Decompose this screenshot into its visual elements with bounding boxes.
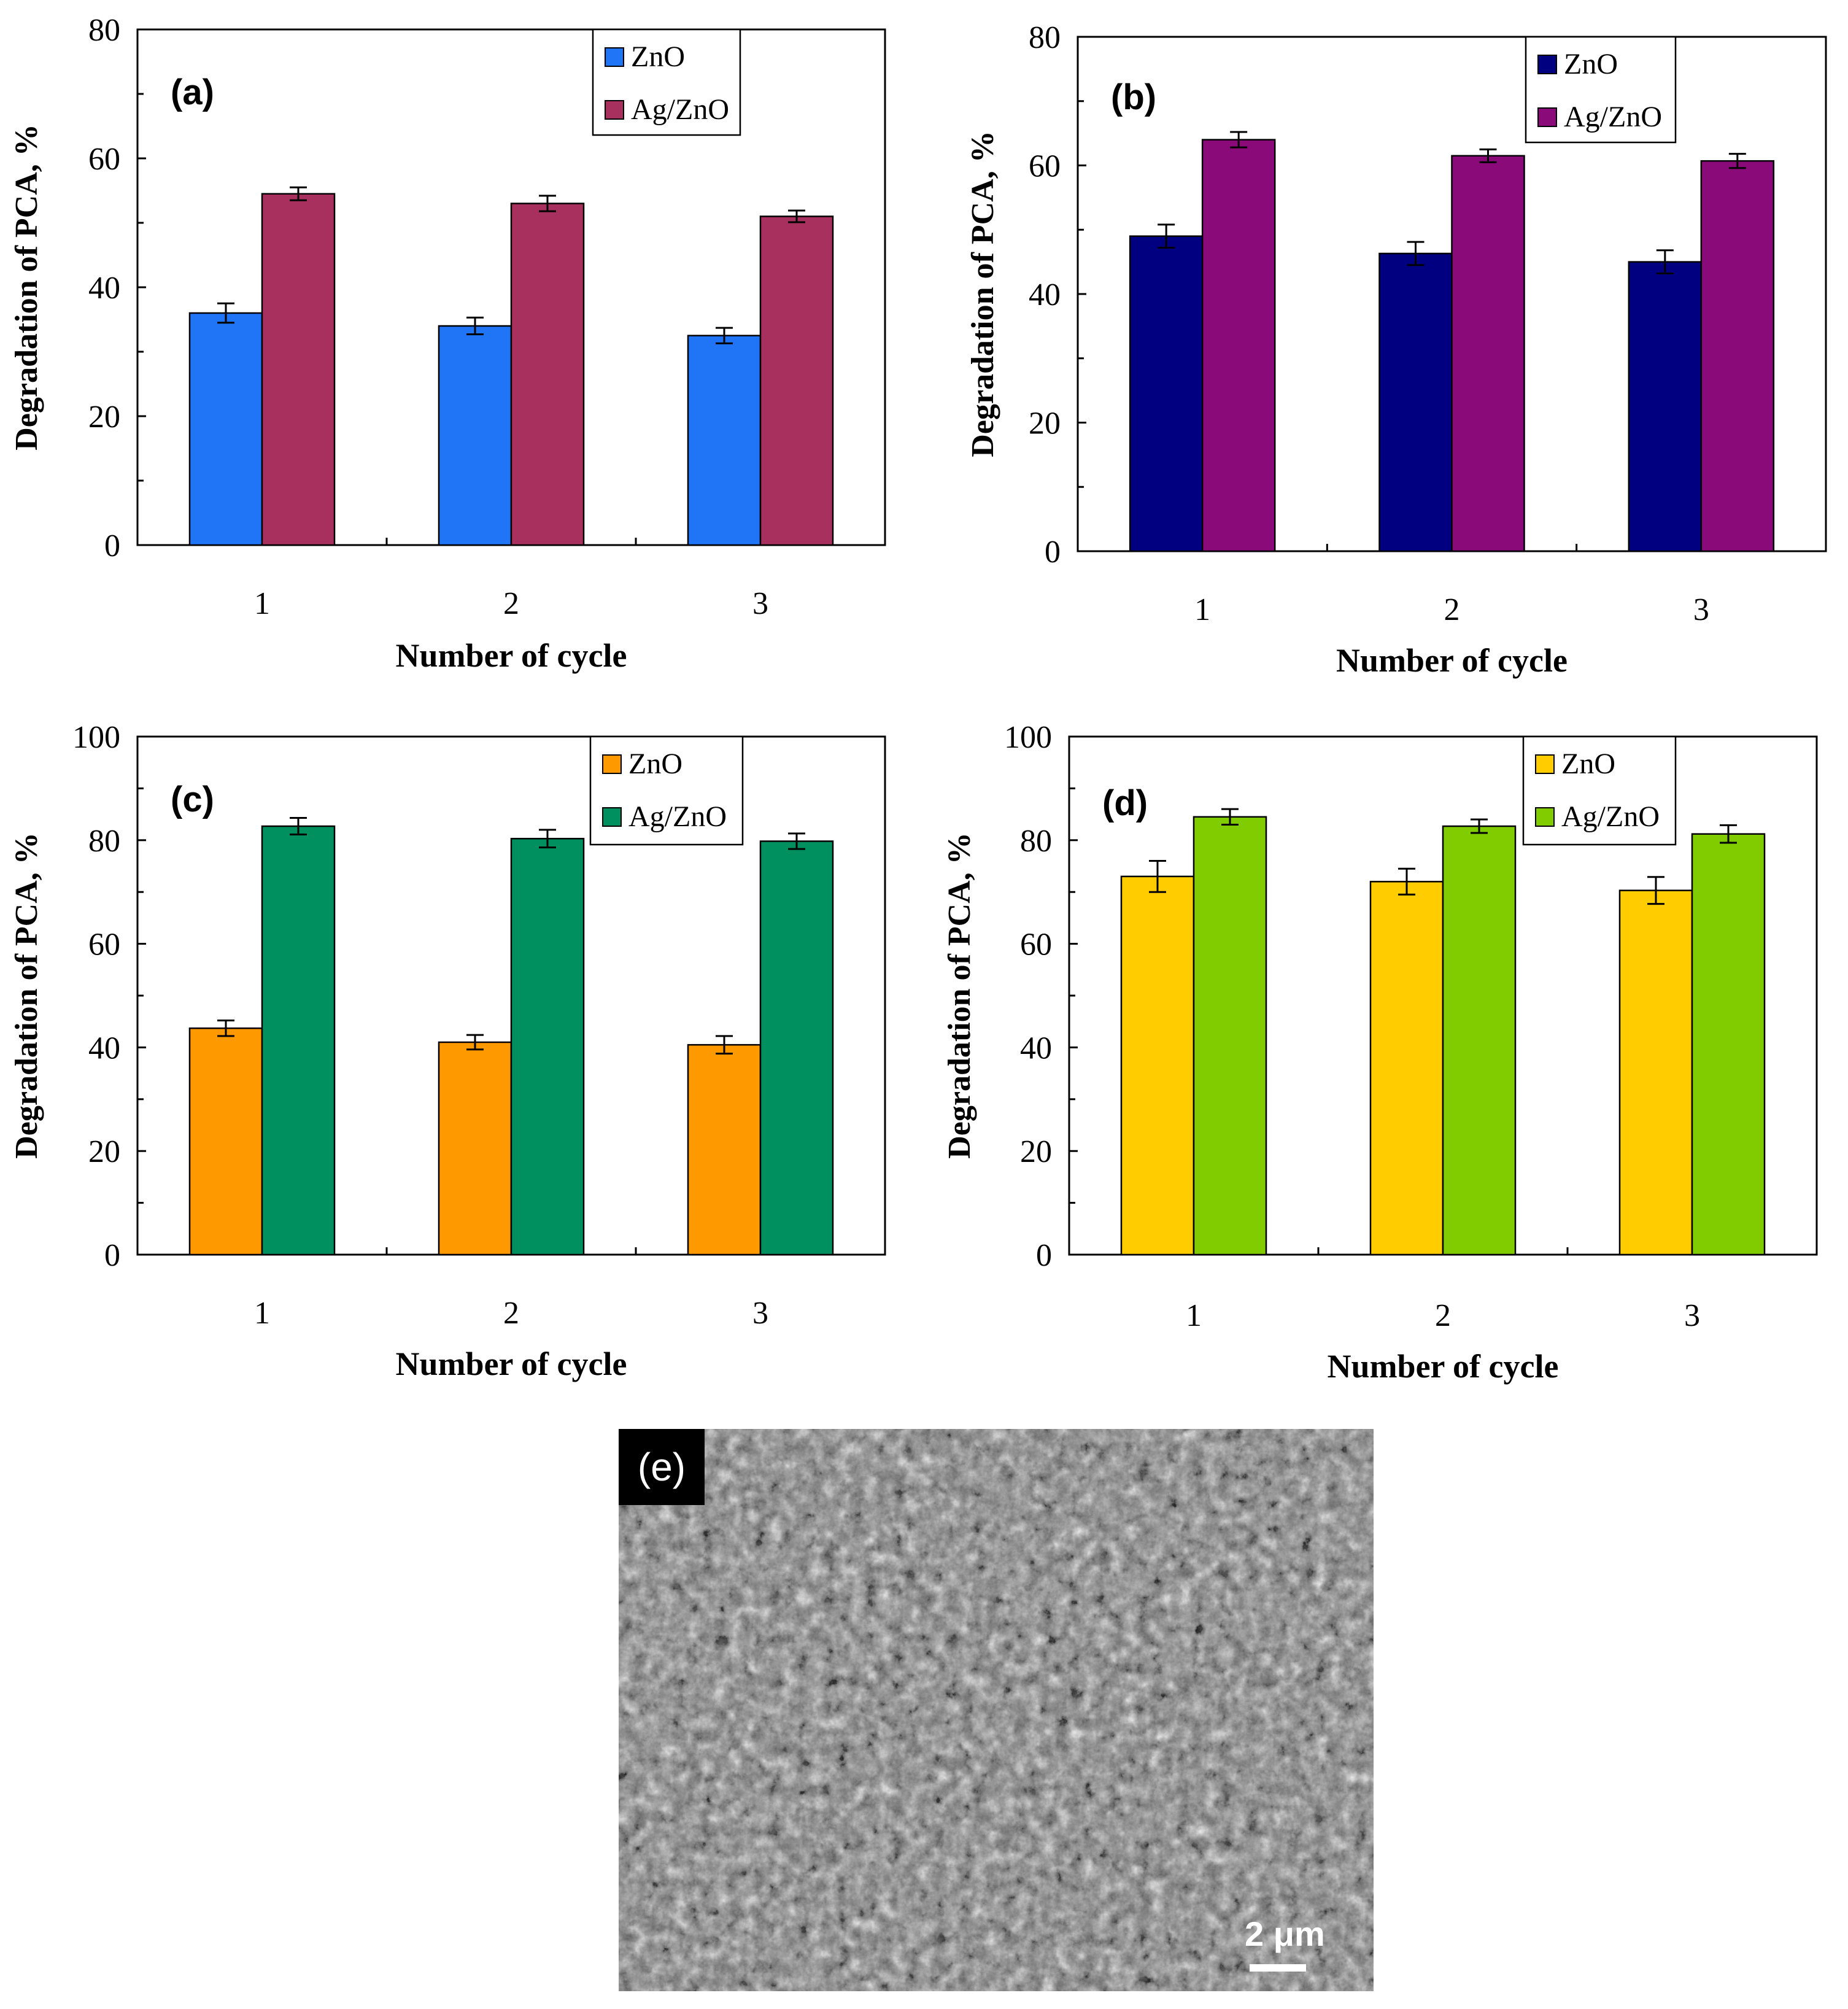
chart-a-y-tick-label: 40 [88, 271, 120, 306]
chart-c-x-tick-label: 1 [254, 1296, 270, 1331]
chart-c-legend-swatch [602, 754, 622, 774]
chart-a-bar-ag-zno [261, 193, 336, 546]
chart-c-bar-ag-zno [261, 825, 336, 1256]
chart-b-x-axis-title: Number of cycle [1336, 642, 1568, 679]
chart-a-x-tick-label: 2 [503, 586, 519, 621]
chart-b-y-tick-label: 40 [1029, 277, 1061, 312]
chart-b-y-tick-label: 0 [1045, 535, 1061, 570]
chart-d-x-tick-label: 3 [1684, 1298, 1700, 1333]
chart-d-x-axis-title: Number of cycle [1328, 1348, 1559, 1385]
chart-c-x-axis-title: Number of cycle [396, 1345, 627, 1382]
chart-c-bar-zno [687, 1043, 762, 1256]
chart-a-x-tick-label: 1 [254, 586, 270, 621]
chart-d-bar-zno [1120, 875, 1195, 1256]
chart-c-y-tick-label: 100 [72, 720, 120, 755]
chart-c-legend-label: Ag/ZnO [628, 800, 727, 833]
chart-a-legend-swatch [605, 100, 624, 120]
chart-b-y-axis-title: Degradation of PCA, % [965, 131, 1000, 457]
chart-c-legend-label: ZnO [628, 748, 682, 780]
chart-a-bar-ag-zno [510, 203, 585, 546]
chart-d-x-tick-label: 2 [1435, 1298, 1451, 1333]
chart-b-bar-zno [1129, 235, 1204, 552]
chart-c-bar-zno [438, 1041, 512, 1256]
chart-d-y-axis-title: Degradation of PCA, % [942, 832, 977, 1159]
scale-bar [1250, 1964, 1306, 1972]
chart-d-y-tick-label: 40 [1020, 1031, 1052, 1066]
chart-b-bar-ag-zno [1451, 155, 1525, 552]
chart-a-bar-zno [438, 325, 512, 546]
chart-b-x-tick-label: 2 [1444, 592, 1460, 627]
chart-a-legend-swatch [605, 47, 624, 67]
chart-c-y-axis-title: Degradation of PCA, % [9, 832, 44, 1159]
chart-a-y-tick-label: 60 [88, 142, 120, 177]
chart-d-y-tick-label: 0 [1036, 1238, 1052, 1273]
chart-c-y-tick-label: 80 [88, 824, 120, 859]
chart-d-legend-label: ZnO [1561, 748, 1615, 780]
chart-d-bar-zno [1369, 881, 1444, 1256]
chart-b-panel-label: (b) [1111, 77, 1156, 117]
chart-d-legend-swatch [1535, 807, 1555, 827]
chart-c-bar-zno [188, 1027, 263, 1256]
chart-b-bar-zno [1378, 252, 1453, 552]
chart-d-bar-ag-zno [1691, 833, 1766, 1256]
chart-a-x-axis-title: Number of cycle [396, 637, 627, 674]
chart-a-y-tick-label: 80 [88, 13, 120, 48]
chart-c-x-tick-label: 2 [503, 1296, 519, 1331]
chart-b-y-tick-label: 20 [1029, 406, 1061, 441]
chart-c-y-tick-label: 60 [88, 927, 120, 962]
chart-d-y-tick-label: 60 [1020, 927, 1052, 962]
chart-a-y-tick-label: 0 [104, 528, 120, 563]
chart-c-bar-ag-zno [510, 838, 585, 1256]
chart-b-legend-swatch [1537, 107, 1557, 127]
chart-c-bar-ag-zno [759, 840, 834, 1256]
scale-bar-label: 2 μm [1245, 1914, 1325, 1953]
chart-d-bar-ag-zno [1442, 825, 1517, 1256]
chart-b-y-tick-label: 60 [1029, 149, 1061, 184]
chart-d-panel-label: (d) [1102, 783, 1148, 823]
chart-b-x-tick-label: 3 [1693, 592, 1709, 627]
chart-b-bar-zno [1628, 261, 1703, 552]
chart-d-legend-label: Ag/ZnO [1561, 800, 1660, 833]
chart-a-y-axis-title: Degradation of PCA, % [9, 124, 44, 451]
chart-d-y-tick-label: 100 [1004, 720, 1052, 755]
chart-c-y-tick-label: 40 [88, 1031, 120, 1066]
chart-d-y-tick-label: 80 [1020, 824, 1052, 859]
chart-a-bar-ag-zno [759, 215, 834, 546]
chart-b-bar-ag-zno [1700, 160, 1775, 552]
chart-d-bar-zno [1618, 889, 1693, 1256]
chart-c-y-tick-label: 0 [104, 1238, 120, 1273]
chart-b-legend-swatch [1537, 55, 1557, 74]
chart-a-legend-label: Ag/ZnO [631, 93, 729, 126]
chart-a-panel-label: (a) [171, 72, 214, 112]
chart-a-y-tick-label: 20 [88, 400, 120, 435]
chart-c-y-tick-label: 20 [88, 1134, 120, 1169]
chart-a-x-tick-label: 3 [752, 586, 768, 621]
chart-d-legend-swatch [1535, 754, 1555, 774]
chart-c-x-tick-label: 3 [752, 1296, 768, 1331]
chart-d-bar-ag-zno [1193, 816, 1267, 1256]
chart-b-bar-ag-zno [1201, 139, 1276, 552]
chart-a-bar-zno [188, 312, 263, 546]
chart-a-legend-label: ZnO [631, 41, 685, 73]
sem-micrograph: (e) 2 μm [619, 1429, 1374, 1991]
chart-b-x-tick-label: 1 [1194, 592, 1210, 627]
chart-c-panel-label: (c) [171, 780, 214, 819]
chart-c-legend-swatch [602, 807, 622, 827]
chart-b-legend-label: ZnO [1564, 48, 1618, 80]
chart-d-y-tick-label: 20 [1020, 1134, 1052, 1169]
panel-label-e: (e) [619, 1429, 705, 1505]
sem-texture [619, 1429, 1374, 1991]
chart-b-legend-label: Ag/ZnO [1564, 101, 1662, 133]
chart-b-y-tick-label: 80 [1029, 20, 1061, 55]
chart-d-x-tick-label: 1 [1186, 1298, 1202, 1333]
chart-a-bar-zno [687, 335, 762, 546]
